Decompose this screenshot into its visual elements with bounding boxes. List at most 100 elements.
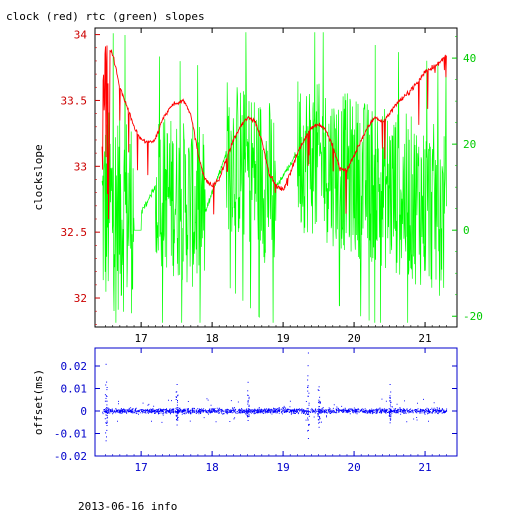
offset-spike-point	[104, 394, 106, 396]
footer-caption: 2013-06-16 info	[78, 500, 177, 512]
offset-spike-point	[318, 411, 319, 412]
offset-spike-point	[308, 392, 310, 394]
offset-spike-point	[175, 397, 177, 398]
offset-spike-point	[307, 385, 309, 387]
top-chart-title: clock (red) rtc (green) slopes	[6, 10, 205, 23]
offset-spike-point	[307, 365, 309, 367]
offset-spike-point	[319, 421, 321, 423]
offset-spike-point	[175, 411, 177, 412]
top-y2-tick-label: 20	[463, 138, 476, 151]
offset-spike-point	[105, 408, 107, 410]
offset-spike-point	[247, 394, 249, 396]
offset-spike-point	[390, 416, 392, 418]
offset-spike-point	[248, 412, 250, 414]
offset-scatter-points	[102, 398, 448, 423]
offset-spike-point	[307, 430, 309, 432]
offset-spike-point	[177, 419, 179, 421]
offset-spike-tip	[176, 384, 178, 385]
offset-spike-point	[389, 411, 391, 412]
offset-spike-point	[318, 399, 320, 401]
offset-spike-point	[176, 404, 178, 406]
offset-spike-point	[248, 406, 250, 407]
offset-spike-point	[248, 414, 250, 416]
bottom-y-tick-label: -0.01	[54, 428, 87, 441]
offset-spike-point	[177, 409, 179, 411]
offset-spike-point	[248, 409, 250, 411]
offset-spike-point	[177, 395, 179, 397]
offset-spike-point	[307, 417, 309, 419]
offset-spike-point	[176, 411, 178, 413]
offset-spike-point	[106, 404, 108, 406]
offset-spike-point	[248, 396, 250, 398]
bottom-x-tick-label: 18	[205, 461, 218, 474]
offset-spike-point	[106, 415, 108, 416]
offset-spike-tip	[105, 440, 107, 442]
offset-spike-tip	[176, 424, 178, 426]
red-series-line	[101, 45, 447, 220]
offset-spike-point	[319, 411, 321, 413]
offset-spike-point	[106, 425, 108, 426]
top-y-tick-label: 32.5	[61, 226, 88, 239]
offset-spike-point	[307, 414, 308, 415]
bottom-y-tick-label: 0.02	[61, 360, 88, 373]
offset-spike-tip	[318, 386, 320, 388]
offset-spike-point	[308, 424, 310, 426]
offset-spike-point	[389, 414, 391, 416]
offset-spike-point	[105, 384, 107, 386]
offset-spike-point	[247, 411, 249, 413]
offset-spike-point	[307, 407, 309, 409]
offset-spike-point	[177, 407, 179, 409]
offset-spike-tip	[389, 422, 391, 424]
offset-spike-tip	[307, 438, 309, 439]
offset-spike-tip	[318, 426, 320, 428]
offset-spike-point	[177, 416, 178, 418]
bottom-chart-frame	[94, 347, 458, 457]
offset-spike-point	[246, 413, 248, 415]
offset-spike-point	[106, 387, 108, 388]
offset-spike-point	[307, 387, 309, 388]
offset-spike-point	[106, 396, 108, 397]
offset-spike-point	[106, 423, 108, 424]
offset-spike-point	[177, 394, 179, 396]
offset-spike-point	[390, 418, 392, 420]
top-x-tick-label: 17	[135, 332, 148, 345]
offset-spike-point	[389, 400, 391, 402]
offset-spike-point	[319, 401, 321, 403]
offset-spike-tip	[105, 363, 107, 365]
offset-spike-point	[177, 401, 178, 403]
offset-spike-point	[308, 404, 310, 406]
offset-spike-point	[389, 412, 390, 414]
top-x-tick-label: 18	[205, 332, 218, 345]
top-y2-tick-label: 0	[463, 224, 470, 237]
offset-spike-tip	[247, 381, 249, 383]
offset-spike-point	[318, 412, 320, 414]
top-y2-tick-label: 40	[463, 52, 476, 65]
offset-spike-point	[307, 379, 309, 381]
offset-spike-point	[390, 408, 392, 410]
offset-spike-point	[175, 415, 177, 417]
offset-spike-point	[247, 403, 249, 405]
offset-spike-point	[389, 400, 391, 402]
offset-spike-point	[106, 389, 108, 391]
offset-spike-point	[176, 412, 178, 414]
offset-spike-point	[104, 400, 106, 402]
offset-spike-point	[317, 419, 319, 421]
offset-spike-point	[176, 418, 177, 420]
offset-spike-point	[389, 415, 390, 417]
bottom-y-tick-label: 0.01	[61, 383, 88, 396]
offset-spike-point	[248, 408, 250, 410]
offset-spike-point	[319, 401, 321, 402]
offset-spike-point	[105, 395, 107, 397]
offset-spike-point	[177, 417, 178, 419]
offset-spike-tip	[389, 384, 391, 385]
offset-spike-point	[176, 414, 178, 416]
offset-spike-point	[105, 422, 107, 424]
offset-spike-point	[105, 432, 107, 434]
offset-spike-point	[175, 396, 177, 398]
bottom-x-tick-label: 19	[276, 461, 289, 474]
bottom-chart-ylabel: offset(ms)	[32, 369, 45, 435]
offset-spike-point	[318, 402, 320, 404]
top-chart-ylabel: clockslope	[32, 144, 45, 210]
offset-spike-point	[307, 411, 309, 412]
